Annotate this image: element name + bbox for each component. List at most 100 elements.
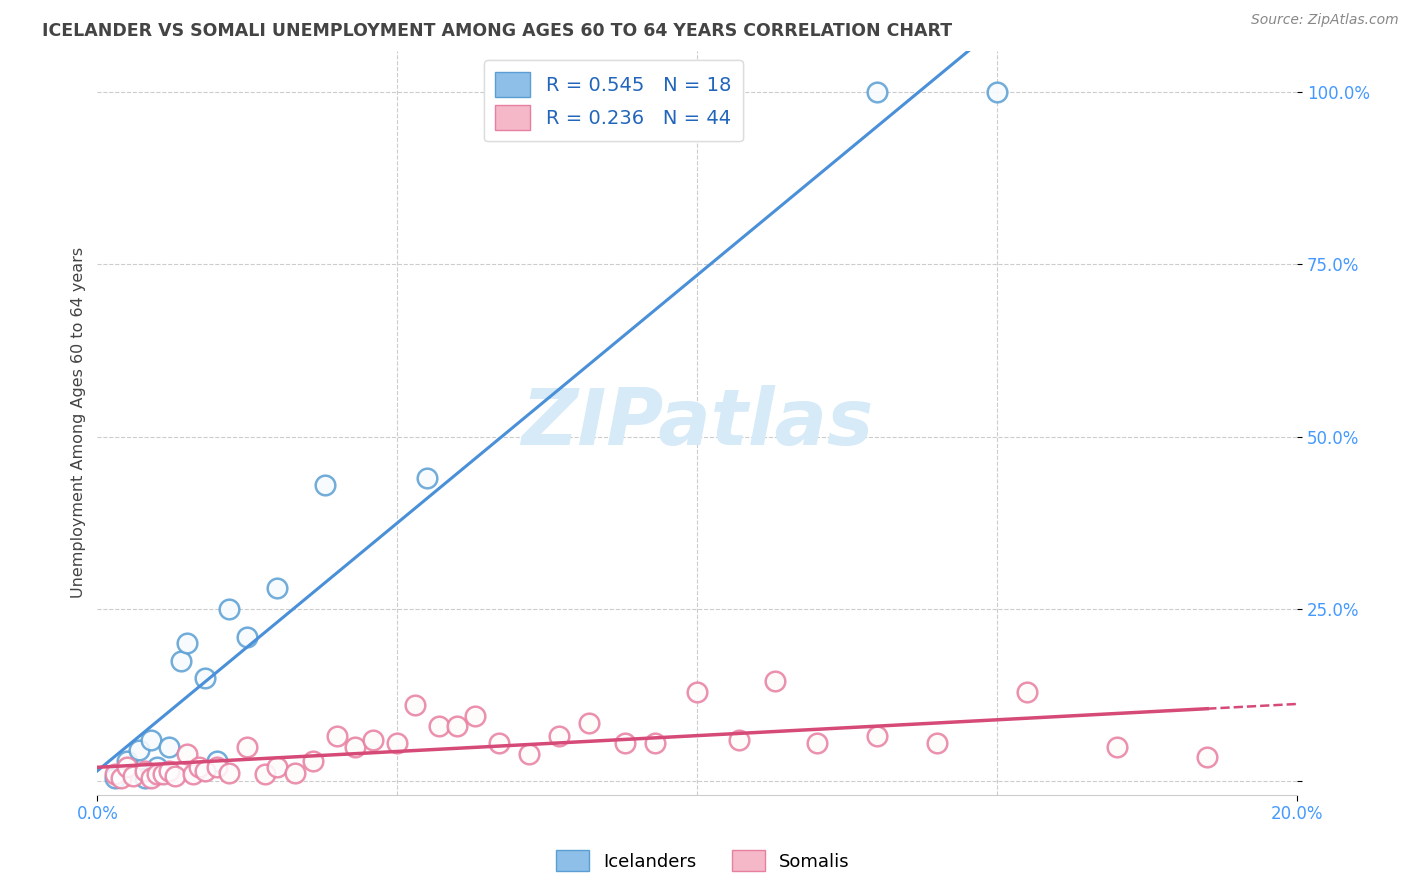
Point <box>446 719 468 733</box>
Point <box>117 760 139 774</box>
Point <box>763 674 786 689</box>
Point <box>326 730 349 744</box>
Point <box>141 733 163 747</box>
Point <box>146 767 169 781</box>
Point <box>806 736 828 750</box>
Point <box>578 715 600 730</box>
Point <box>122 769 145 783</box>
Point <box>728 733 751 747</box>
Point <box>104 771 127 785</box>
Text: ICELANDER VS SOMALI UNEMPLOYMENT AMONG AGES 60 TO 64 YEARS CORRELATION CHART: ICELANDER VS SOMALI UNEMPLOYMENT AMONG A… <box>42 22 952 40</box>
Point <box>188 760 211 774</box>
Point <box>427 719 450 733</box>
Point <box>548 730 571 744</box>
Point <box>117 754 139 768</box>
Point <box>254 767 277 781</box>
Point <box>194 764 217 778</box>
Point <box>183 767 205 781</box>
Point <box>986 85 1008 99</box>
Point <box>141 771 163 785</box>
Point <box>644 736 666 750</box>
Point <box>464 708 486 723</box>
Point <box>986 85 1008 99</box>
Point <box>614 736 637 750</box>
Point <box>157 739 180 754</box>
Point <box>254 767 277 781</box>
Point <box>134 764 156 778</box>
Point <box>866 730 889 744</box>
Point <box>866 85 889 99</box>
Y-axis label: Unemployment Among Ages 60 to 64 years: Unemployment Among Ages 60 to 64 years <box>72 247 86 599</box>
Point <box>806 736 828 750</box>
Point <box>266 582 288 596</box>
Point <box>387 736 409 750</box>
Point <box>207 760 229 774</box>
Point <box>404 698 426 713</box>
Point <box>464 708 486 723</box>
Point <box>176 747 198 761</box>
Point <box>614 736 637 750</box>
Point <box>686 684 709 698</box>
Point <box>104 771 127 785</box>
Point <box>1107 739 1129 754</box>
Point <box>117 760 139 774</box>
Point <box>141 771 163 785</box>
Legend: Icelanders, Somalis: Icelanders, Somalis <box>548 843 858 879</box>
Point <box>236 630 259 644</box>
Point <box>1017 684 1039 698</box>
Point <box>236 739 259 754</box>
Point <box>110 771 132 785</box>
Point <box>128 743 150 757</box>
Point <box>176 636 198 650</box>
Point <box>152 767 174 781</box>
Text: ZIPatlas: ZIPatlas <box>522 384 873 461</box>
Point <box>302 754 325 768</box>
Point <box>141 733 163 747</box>
Point <box>1107 739 1129 754</box>
Point <box>157 764 180 778</box>
Point <box>644 736 666 750</box>
Point <box>104 767 127 781</box>
Point <box>170 654 193 668</box>
Point <box>134 771 156 785</box>
Point <box>446 719 468 733</box>
Point <box>488 736 510 750</box>
Point <box>152 767 174 781</box>
Point <box>266 760 288 774</box>
Point <box>236 739 259 754</box>
Point <box>363 733 385 747</box>
Point <box>134 764 156 778</box>
Point <box>927 736 949 750</box>
Point <box>314 478 336 492</box>
Legend: R = 0.545   N = 18, R = 0.236   N = 44: R = 0.545 N = 18, R = 0.236 N = 44 <box>484 61 742 142</box>
Point <box>387 736 409 750</box>
Text: Source: ZipAtlas.com: Source: ZipAtlas.com <box>1251 13 1399 28</box>
Point <box>866 730 889 744</box>
Point <box>866 85 889 99</box>
Point <box>416 471 439 485</box>
Point <box>236 630 259 644</box>
Point <box>302 754 325 768</box>
Point <box>122 769 145 783</box>
Point <box>207 754 229 768</box>
Point <box>170 654 193 668</box>
Point <box>218 602 240 616</box>
Point <box>218 602 240 616</box>
Point <box>165 769 187 783</box>
Point <box>416 471 439 485</box>
Point <box>266 582 288 596</box>
Point <box>728 733 751 747</box>
Point <box>686 684 709 698</box>
Point <box>157 739 180 754</box>
Point <box>344 739 367 754</box>
Point <box>1197 750 1219 764</box>
Point <box>194 671 217 685</box>
Point <box>218 766 240 780</box>
Point <box>517 747 540 761</box>
Point <box>176 636 198 650</box>
Point <box>146 760 169 774</box>
Point <box>266 760 288 774</box>
Point <box>1197 750 1219 764</box>
Point <box>194 671 217 685</box>
Point <box>927 736 949 750</box>
